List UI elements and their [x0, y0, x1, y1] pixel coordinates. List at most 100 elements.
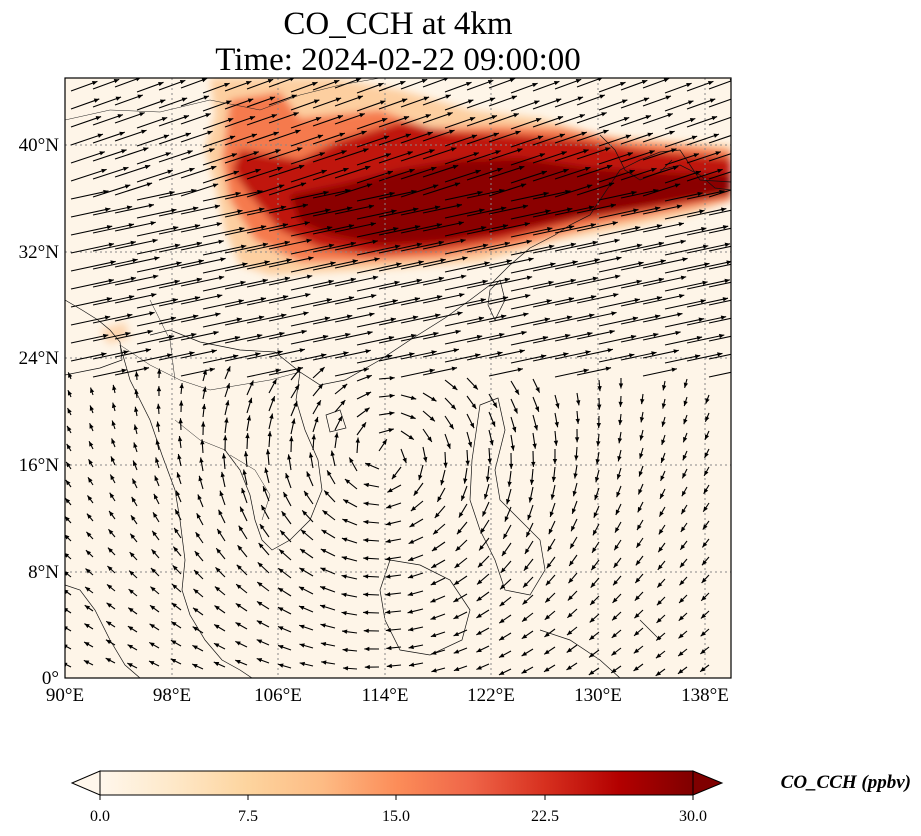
wind-arrow-head	[85, 568, 91, 574]
wind-arrow-head	[321, 529, 327, 535]
wind-arrow	[378, 352, 415, 362]
wind-arrow	[246, 206, 287, 216]
wind-arrow-head	[291, 418, 296, 424]
wind-arrow	[224, 334, 263, 344]
wind-arrow-head	[321, 169, 327, 174]
wind-arrow-head	[405, 133, 411, 138]
wind-arrow-head	[293, 401, 298, 407]
wind-arrow	[422, 293, 465, 304]
colorbar-tick-label: 30.0	[679, 808, 707, 825]
wind-arrow-head	[341, 537, 348, 542]
wind-arrow	[158, 259, 204, 271]
wind-arrow-head	[656, 600, 662, 606]
wind-arrow	[202, 299, 244, 310]
wind-arrow-head	[299, 548, 306, 554]
wind-arrow-head	[640, 398, 645, 405]
wind-arrow-head	[197, 494, 202, 500]
wind-arrow-head	[176, 472, 181, 478]
wind-arrow-head	[149, 311, 155, 316]
wind-arrow-head	[517, 148, 523, 153]
wind-arrow-head	[701, 227, 707, 232]
wind-arrow	[114, 256, 160, 268]
wind-arrow-head	[201, 78, 208, 83]
wind-arrow	[466, 242, 511, 253]
wind-arrow	[136, 152, 172, 165]
wind-arrow	[620, 315, 661, 325]
wind-arrow-head	[616, 491, 621, 498]
wind-arrow-head	[282, 295, 289, 300]
wind-arrow-head	[264, 467, 269, 473]
wind-arrow-head	[391, 209, 397, 214]
wind-arrow-head	[132, 258, 138, 263]
wind-arrow-head	[306, 238, 312, 244]
wind-arrow-head	[693, 153, 700, 158]
wind-arrow-head	[431, 563, 437, 568]
wind-arrow	[598, 244, 643, 255]
wind-arrow-head	[67, 408, 72, 414]
wind-arrow	[620, 207, 661, 217]
wind-arrow-head	[216, 548, 222, 554]
wind-arrow	[576, 348, 613, 358]
wind-arrow-head	[618, 419, 623, 426]
wind-arrow-head	[711, 116, 718, 121]
wind-arrow	[400, 241, 444, 252]
wind-arrow-head	[143, 366, 150, 371]
wind-arrow	[136, 280, 180, 291]
wind-arrow-head	[430, 632, 437, 638]
wind-arrow-head	[620, 81, 626, 87]
wind-arrow-head	[680, 239, 686, 245]
wind-arrow-head	[214, 586, 221, 592]
wind-arrow-head	[277, 607, 284, 612]
wind-arrow-head	[312, 81, 318, 87]
colorbar-tick-label: 0.0	[90, 808, 110, 825]
wind-arrow	[488, 222, 531, 233]
wind-arrow-head	[443, 78, 449, 82]
wind-arrow-head	[520, 183, 527, 188]
wind-arrow-head	[194, 224, 201, 229]
wind-arrow-head	[337, 415, 343, 422]
wind-arrow-head	[545, 597, 551, 603]
wind-arrow-head	[476, 630, 482, 635]
wind-arrow-head	[124, 184, 131, 189]
wind-arrow-head	[385, 609, 391, 615]
wind-arrow	[642, 183, 681, 197]
wind-arrow-head	[88, 459, 93, 465]
wind-arrow	[576, 275, 621, 286]
wind-arrow	[598, 335, 637, 345]
wind-arrow-head	[499, 635, 505, 641]
wind-arrow-head	[656, 617, 662, 623]
wind-arrow	[642, 130, 675, 143]
wind-arrow-head	[465, 460, 470, 466]
wind-arrow-head	[658, 529, 664, 535]
wind-arrow-head	[372, 239, 378, 245]
wind-arrow	[180, 349, 217, 359]
wind-arrow-head	[284, 240, 290, 246]
wind-arrow-head	[175, 509, 180, 515]
wind-arrow	[488, 183, 527, 197]
wind-arrow-head	[269, 413, 274, 419]
wind-arrow	[136, 244, 181, 255]
wind-arrow	[708, 335, 731, 342]
wind-arrow-head	[289, 436, 294, 442]
concentration-field	[65, 78, 731, 678]
wind-arrow	[510, 245, 555, 256]
wind-arrow-head	[590, 295, 597, 300]
wind-arrow-head	[616, 256, 622, 261]
wind-arrow-head	[487, 458, 492, 464]
wind-arrow-head	[722, 297, 729, 302]
wind-arrow	[708, 134, 731, 144]
lon-tick-labels: 90°E 98°E 106°E 114°E 122°E 130°E 138°E	[46, 685, 729, 706]
wind-arrow	[180, 294, 223, 305]
wind-arrow-head	[639, 453, 644, 459]
wind-arrow-head	[385, 627, 391, 633]
wind-arrow	[510, 192, 549, 202]
wind-arrow	[510, 170, 548, 184]
wind-arrow-head	[601, 112, 607, 117]
wind-arrow-head	[678, 615, 684, 621]
wind-arrow	[444, 169, 481, 183]
wind-arrow-head	[674, 183, 681, 188]
wind-arrow	[246, 241, 290, 252]
wind-arrow-head	[503, 533, 508, 539]
wind-arrow	[268, 182, 307, 196]
lon-tick-label: 122°E	[467, 685, 515, 706]
